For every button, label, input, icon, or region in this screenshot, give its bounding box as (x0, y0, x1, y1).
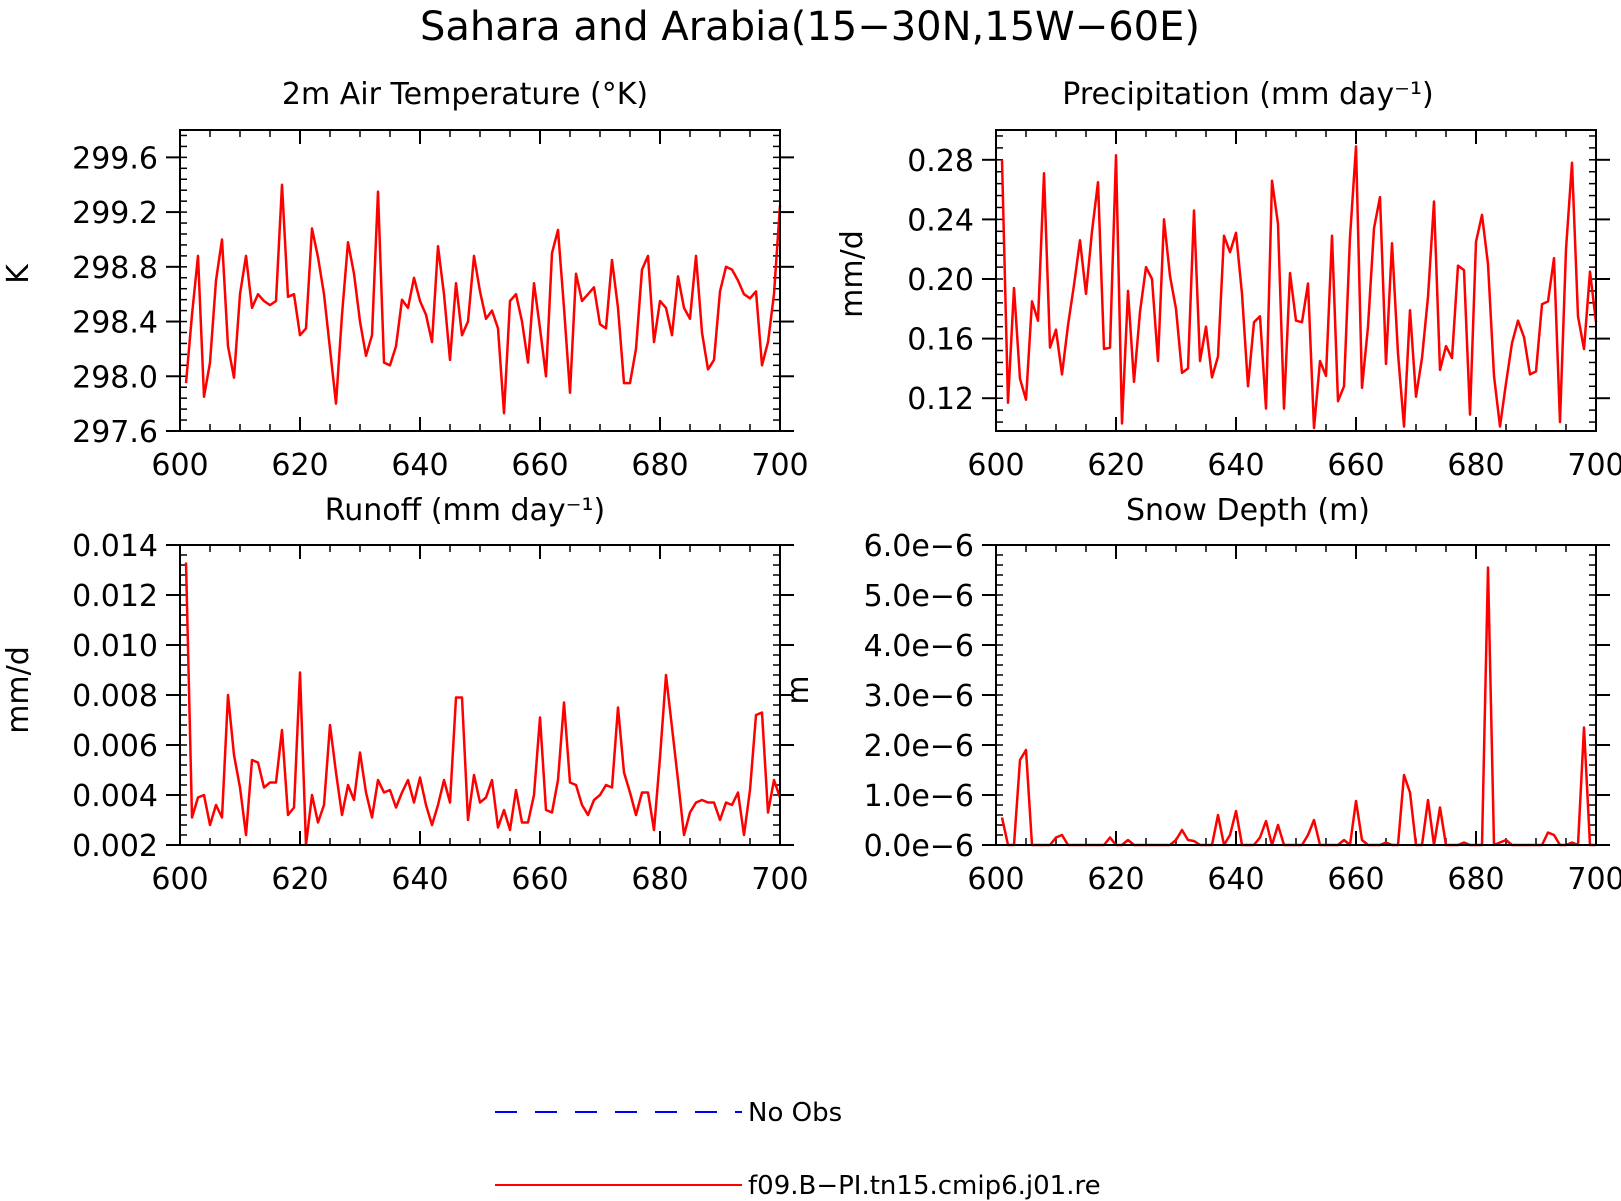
y-tick-label: 298.0 (72, 360, 158, 395)
y-tick-label: 297.6 (72, 415, 158, 450)
x-tick-label: 620 (1087, 448, 1144, 483)
y-tick-label: 298.4 (72, 306, 158, 341)
plot-frame (179, 544, 781, 846)
x-tick-label: 640 (391, 862, 448, 897)
y-tick-label: 0.012 (72, 579, 158, 614)
y-tick-label: 1.0e−6 (864, 779, 974, 814)
x-tick-label: 600 (967, 862, 1024, 897)
figure-title: Sahara and Arabia(15−30N,15W−60E) (420, 4, 1200, 50)
y-tick-label: 4.0e−6 (864, 629, 974, 664)
x-tick-label: 700 (1567, 448, 1621, 483)
x-tick-label: 620 (1087, 862, 1144, 897)
plot-frame (179, 129, 781, 432)
plot-frame (995, 129, 1597, 432)
x-tick-label: 680 (631, 448, 688, 483)
y-tick-label: 0.12 (907, 382, 974, 417)
y-tick-label: 299.2 (72, 196, 158, 231)
x-tick-label: 620 (271, 448, 328, 483)
x-tick-label: 620 (271, 862, 328, 897)
y-tick-label: 0.0e−6 (864, 829, 974, 864)
y-tick-label: 3.0e−6 (864, 679, 974, 714)
x-tick-label: 600 (151, 862, 208, 897)
series-line (1000, 566, 1596, 847)
x-tick-label: 700 (751, 862, 808, 897)
y-tick-label: 298.8 (72, 251, 158, 286)
x-tick-label: 680 (1447, 862, 1504, 897)
x-tick-label: 640 (1207, 862, 1264, 897)
y-tick-label: 0.002 (72, 829, 158, 864)
x-tick-label: 660 (1327, 862, 1384, 897)
y-tick-label: 0.28 (907, 144, 974, 179)
x-tick-label: 660 (511, 862, 568, 897)
y-tick-label: 0.006 (72, 729, 158, 764)
x-tick-label: 640 (391, 448, 448, 483)
x-tick-label: 680 (631, 862, 688, 897)
panel-title: 2m Air Temperature (°K) (282, 77, 648, 112)
legend-label-no-obs: No Obs (748, 1098, 842, 1128)
y-tick-label: 0.014 (72, 529, 158, 564)
panel-title: Runoff (mm day⁻¹) (325, 493, 606, 528)
x-tick-label: 700 (1567, 862, 1621, 897)
panel-precipitation: Precipitation (mm day⁻¹) mm/d 600 620 640 6… (835, 77, 1621, 483)
x-tick-label: 680 (1447, 448, 1504, 483)
series-line (1000, 145, 1598, 430)
y-axis-label: m (781, 675, 816, 704)
legend: No Obs f09.B−PI.tn15.cmip6.j01.re (495, 1098, 1101, 1201)
panel-title: Snow Depth (m) (1126, 493, 1370, 528)
y-axis-label: K (1, 263, 36, 284)
plot-frame (995, 544, 1597, 846)
panel-snow-depth: Snow Depth (m) m 600 620 640 660 680 700 0.0e−… (781, 493, 1621, 897)
y-tick-label: 0.010 (72, 629, 158, 664)
y-tick-label: 0.20 (907, 263, 974, 298)
y-tick-label: 0.16 (907, 323, 974, 358)
y-axis-label: mm/d (835, 230, 870, 318)
panel-runoff: Runoff (mm day⁻¹) mm/d 600 620 640 660 680 70… (1, 493, 809, 897)
y-axis-label: mm/d (1, 646, 36, 734)
x-tick-label: 640 (1207, 448, 1264, 483)
y-tick-label: 5.0e−6 (864, 579, 974, 614)
y-tick-label: 0.004 (72, 779, 158, 814)
legend-label-model: f09.B−PI.tn15.cmip6.j01.re (748, 1171, 1101, 1201)
series-line (184, 562, 782, 847)
x-tick-label: 700 (751, 448, 808, 483)
x-tick-label: 660 (511, 448, 568, 483)
y-tick-label: 299.6 (72, 141, 158, 176)
y-tick-label: 0.008 (72, 679, 158, 714)
x-tick-label: 600 (151, 448, 208, 483)
panel-title: Precipitation (mm day⁻¹) (1062, 77, 1433, 112)
y-tick-label: 6.0e−6 (864, 529, 974, 564)
panel-air-temperature: 2m Air Temperature (°K) K 600 620 640 660 68… (1, 77, 809, 483)
y-tick-label: 2.0e−6 (864, 729, 974, 764)
series-line (184, 183, 782, 415)
x-tick-label: 660 (1327, 448, 1384, 483)
x-tick-label: 600 (967, 448, 1024, 483)
y-tick-label: 0.24 (907, 203, 974, 238)
